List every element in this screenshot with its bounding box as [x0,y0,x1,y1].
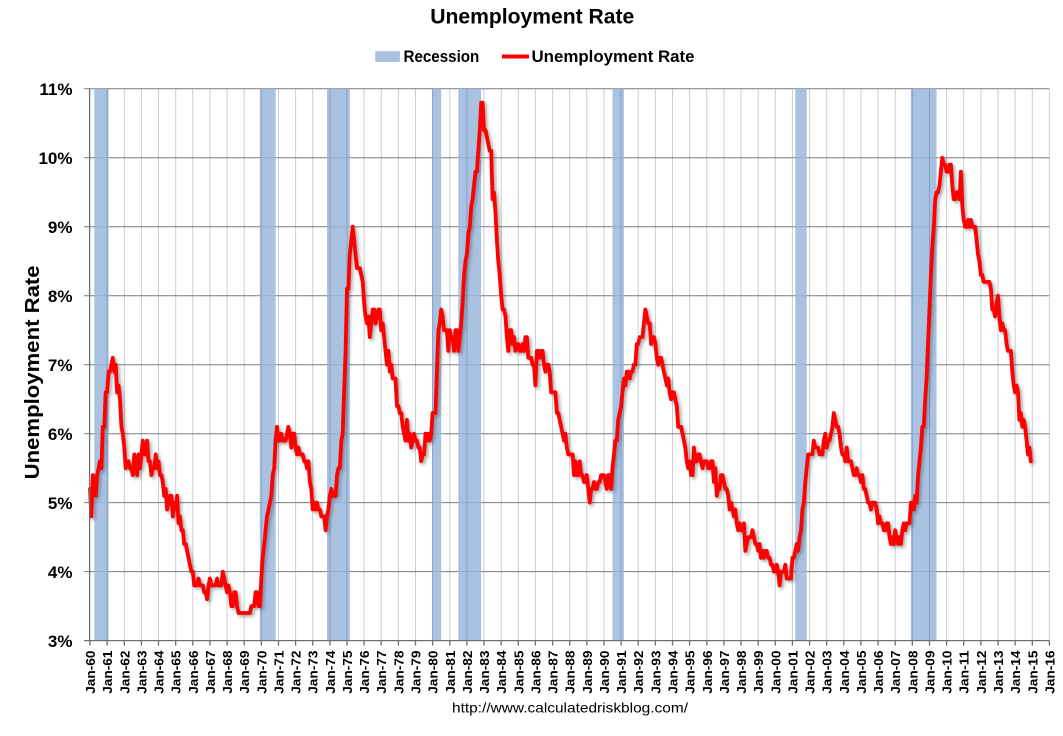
svg-text:Jan-67: Jan-67 [203,651,218,694]
svg-text:Jan-00: Jan-00 [768,651,783,694]
svg-text:Jan-78: Jan-78 [391,651,406,694]
svg-text:Jan-11: Jan-11 [957,651,972,694]
svg-text:Jan-61: Jan-61 [100,651,115,694]
svg-text:Recession: Recession [404,48,480,66]
svg-text:Jan-14: Jan-14 [1008,650,1023,694]
svg-text:Jan-91: Jan-91 [614,651,629,694]
svg-text:Jan-15: Jan-15 [1025,651,1040,694]
svg-text:Jan-94: Jan-94 [666,650,681,694]
svg-text:8%: 8% [48,287,73,306]
svg-text:Jan-96: Jan-96 [700,651,715,694]
svg-text:5%: 5% [48,494,73,513]
svg-text:Jan-08: Jan-08 [905,651,920,694]
svg-text:Jan-76: Jan-76 [357,651,372,694]
svg-text:7%: 7% [48,356,73,375]
svg-text:Jan-04: Jan-04 [837,650,852,694]
svg-text:Jan-05: Jan-05 [854,651,869,694]
svg-text:Jan-93: Jan-93 [648,651,663,694]
svg-text:Jan-06: Jan-06 [871,651,886,694]
svg-text:Jan-87: Jan-87 [546,651,561,694]
svg-text:Jan-84: Jan-84 [494,650,509,694]
svg-text:Jan-99: Jan-99 [751,651,766,694]
svg-text:3%: 3% [48,632,73,651]
svg-text:Jan-74: Jan-74 [323,650,338,694]
svg-text:Jan-16: Jan-16 [1042,651,1057,694]
svg-text:Jan-01: Jan-01 [785,651,800,694]
svg-text:Jan-89: Jan-89 [580,651,595,694]
svg-text:Jan-07: Jan-07 [888,651,903,694]
svg-text:4%: 4% [48,563,73,582]
svg-text:Jan-64: Jan-64 [152,650,167,694]
svg-text:Jan-79: Jan-79 [409,651,424,694]
svg-text:Jan-66: Jan-66 [186,651,201,694]
svg-text:Jan-13: Jan-13 [991,651,1006,694]
svg-text:Jan-82: Jan-82 [460,651,475,694]
svg-text:10%: 10% [38,149,72,168]
svg-text:Jan-63: Jan-63 [134,651,149,694]
svg-text:Unemployment Rate: Unemployment Rate [22,265,44,479]
svg-text:Jan-65: Jan-65 [169,651,184,694]
svg-text:Jan-60: Jan-60 [83,651,98,694]
svg-text:Jan-77: Jan-77 [374,651,389,694]
svg-text:11%: 11% [39,80,72,99]
svg-text:9%: 9% [48,218,73,237]
svg-text:Jan-85: Jan-85 [511,651,526,694]
svg-text:Jan-86: Jan-86 [528,651,543,694]
svg-text:Jan-69: Jan-69 [237,651,252,694]
svg-text:Jan-09: Jan-09 [923,651,938,694]
svg-text:Jan-97: Jan-97 [717,651,732,694]
svg-text:Jan-71: Jan-71 [272,651,287,694]
svg-text:Jan-95: Jan-95 [683,651,698,694]
svg-text:Jan-98: Jan-98 [734,651,749,694]
svg-text:Jan-03: Jan-03 [820,651,835,694]
svg-text:Jan-90: Jan-90 [597,651,612,694]
svg-text:Jan-92: Jan-92 [631,651,646,694]
svg-text:Jan-70: Jan-70 [254,651,269,694]
svg-text:Jan-88: Jan-88 [563,651,578,694]
svg-text:Unemployment Rate: Unemployment Rate [430,6,634,29]
svg-text:Jan-10: Jan-10 [940,651,955,694]
svg-text:Jan-80: Jan-80 [426,651,441,694]
svg-text:Jan-12: Jan-12 [974,651,989,694]
svg-text:Jan-73: Jan-73 [306,651,321,694]
svg-text:Jan-81: Jan-81 [443,651,458,694]
svg-text:Jan-02: Jan-02 [803,651,818,694]
svg-text:Unemployment Rate: Unemployment Rate [532,48,695,66]
svg-text:Jan-68: Jan-68 [220,651,235,694]
svg-text:Jan-72: Jan-72 [289,651,304,694]
svg-text:Jan-62: Jan-62 [117,651,132,694]
svg-text:Jan-83: Jan-83 [477,651,492,694]
svg-text:6%: 6% [48,425,73,444]
svg-text:Jan-75: Jan-75 [340,651,355,694]
svg-text:http://www.calculatedriskblog.: http://www.calculatedriskblog.com/ [452,700,688,716]
